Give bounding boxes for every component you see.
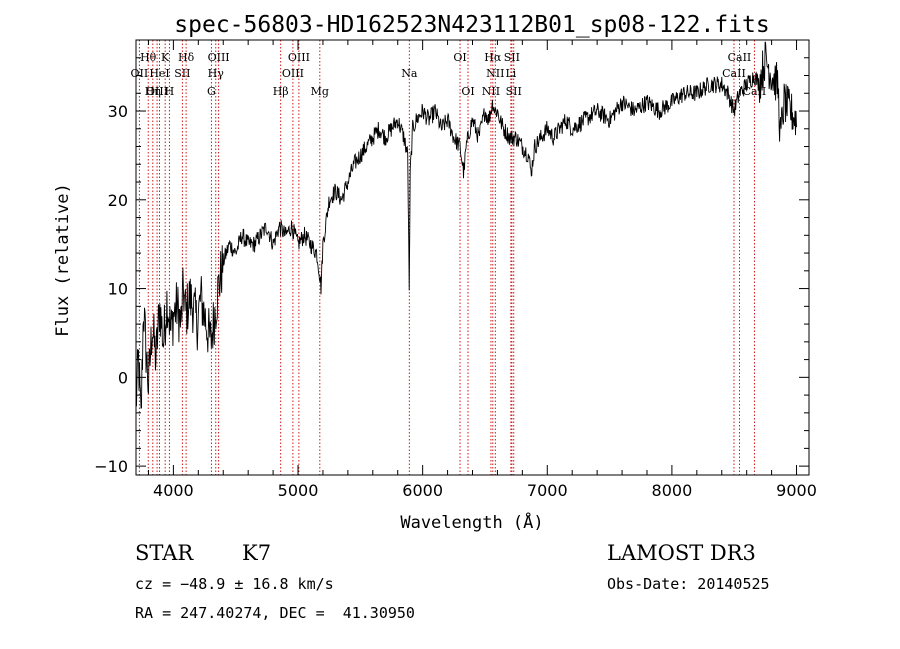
line-label: SII — [506, 85, 522, 98]
line-label: CaII — [728, 51, 752, 64]
line-label: G — [207, 85, 216, 98]
line-label: SII — [504, 51, 520, 64]
axis-ticks: 4000 5000 6000 7000 8000 9000 −10 0 10 20 30 — [94, 40, 817, 500]
line-label: OIII — [146, 85, 168, 98]
line-label: Hβ — [273, 85, 289, 98]
chart-title: spec-56803-HD162523N423112B01_sp08-122.f… — [174, 12, 769, 38]
line-label: H — [165, 85, 175, 98]
object-class: STAR — [135, 541, 194, 565]
y-tick-label: 10 — [108, 280, 128, 299]
line-label: OII — [131, 67, 149, 80]
line-label: Hγ — [208, 67, 225, 80]
line-label: Hδ — [178, 51, 195, 64]
obs-date: Obs-Date: 20140525 — [607, 575, 770, 593]
x-tick-label: 5000 — [278, 481, 319, 500]
x-tick-label: 9000 — [776, 481, 817, 500]
series-layer — [135, 41, 797, 409]
line-label: NII — [482, 85, 500, 98]
x-tick-label: 4000 — [153, 481, 194, 500]
y-tick-label: 30 — [108, 102, 128, 121]
line-label: CaII — [743, 85, 767, 98]
x-tick-label: 7000 — [527, 481, 568, 500]
line-label: Hη — [145, 85, 161, 98]
line-label: OI — [453, 51, 466, 64]
line-label: Hα — [484, 51, 502, 64]
line-label: OIII — [288, 51, 310, 64]
object-subclass: K7 — [242, 541, 272, 565]
x-axis-label: Wavelength (Å) — [400, 511, 543, 533]
line-label: Li — [505, 67, 516, 80]
y-tick-label: −10 — [94, 457, 128, 476]
coordinates: RA = 247.40274, DEC = 41.30950 — [135, 604, 415, 622]
survey-name: LAMOST DR3 — [607, 541, 756, 565]
line-label: HeI — [149, 67, 169, 80]
line-label: Na — [401, 67, 418, 80]
line-label: K — [161, 51, 170, 64]
redshift-velocity: cz = −48.9 ± 16.8 km/s — [135, 575, 334, 593]
line-label: SII — [174, 67, 190, 80]
line-label: NII — [486, 67, 504, 80]
x-tick-label: 8000 — [652, 481, 693, 500]
line-label: Mg — [311, 85, 329, 98]
y-tick-label: 0 — [118, 368, 128, 387]
line-label: OI — [461, 85, 474, 98]
line-label: OIII — [282, 67, 304, 80]
x-tick-label: 6000 — [402, 481, 443, 500]
spectrum-chart: 4000 5000 6000 7000 8000 9000 −10 0 10 20 30 Hθ OII… — [53, 12, 817, 533]
y-tick-label: 20 — [108, 191, 128, 210]
spectrum-line — [135, 41, 797, 409]
plot-frame — [135, 39, 810, 476]
line-label: CaII — [722, 67, 746, 80]
line-label: OIII — [208, 51, 230, 64]
line-label: Hθ — [140, 51, 157, 64]
y-axis-label: Flux (relative) — [53, 183, 73, 337]
